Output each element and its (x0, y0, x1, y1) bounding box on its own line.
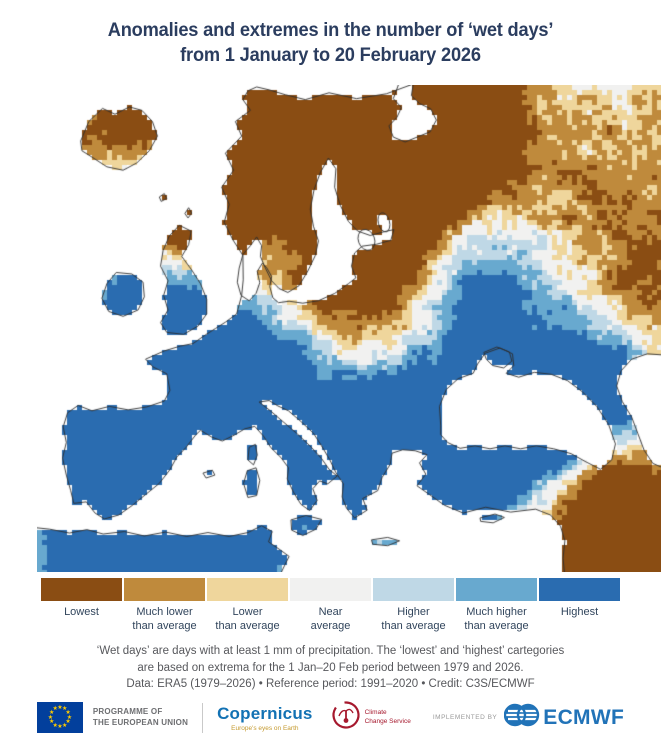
copernicus-tagline: Europe's eyes on Earth (231, 724, 299, 732)
legend-swatch (41, 578, 122, 601)
legend-label: Highest (560, 606, 599, 618)
caption-line-2: are based on extrema for the 1 Jan–20 Fe… (137, 661, 524, 674)
legend-swatch (124, 578, 205, 601)
eu-star-icon: ★ (61, 706, 68, 713)
legend-item-2: Lower than average (207, 578, 288, 634)
eu-star-icon: ★ (48, 709, 55, 716)
legend-item-1: Much lower than average (124, 578, 205, 634)
c3s-thermometer-icon (331, 700, 361, 735)
eu-flag-icon: ★ ★ ★ ★ ★ ★ ★ ★ ★ ★ ★ ★ (36, 702, 83, 733)
legend-label: Higher than average (381, 606, 446, 632)
legend-label: Lowest (64, 606, 99, 618)
legend-label: Much lower than average (132, 606, 197, 632)
legend-swatch (456, 578, 537, 601)
implemented-by-label: IMPLEMENTED BY (432, 714, 498, 721)
title-line-2: from 1 January to 20 February 2026 (180, 45, 481, 67)
wet-days-anomaly-map-canvas (37, 85, 661, 572)
c3s-logo: Climate Change Service (331, 700, 411, 735)
eu-star-icon: ★ (65, 709, 71, 716)
ecmwf-wordmark: ECMWF (543, 705, 625, 729)
legend-swatch (539, 578, 620, 601)
legend-label: Lower than average (215, 606, 280, 632)
legend-item-4: Higher than average (373, 578, 454, 634)
c3s-label-line-2: Change Service (364, 717, 411, 725)
eu-star-icon: ★ (65, 719, 71, 726)
legend-row: Lowest Much lower than average Lower than av… (40, 578, 621, 634)
eu-star-icon: ★ (52, 706, 58, 713)
legend-item-6: Highest (539, 578, 620, 634)
eu-star-icon: ★ (52, 722, 58, 729)
copernicus-logo: Copernicus Europe's eyes on Earth (217, 704, 313, 732)
legend-item-5: Much higher than average (456, 578, 537, 634)
legend-swatch (373, 578, 454, 601)
legend-label: Near average (310, 606, 351, 632)
caption-line-3: Data: ERA5 (1979–2026) • Reference perio… (126, 678, 535, 691)
logo-divider (202, 702, 204, 733)
europe-anomaly-map (37, 85, 661, 572)
title-line-1: Anomalies and extremes in the number of … (107, 20, 554, 41)
legend-swatch (290, 578, 371, 601)
legend-label: Much higher than average (464, 606, 529, 632)
caption-block: ‘Wet days’ are days with at least 1 mm o… (0, 643, 661, 693)
eu-programme-label: PROGRAMME OF THE EUROPEAN UNION (93, 707, 188, 729)
eu-star-icon: ★ (66, 714, 73, 721)
legend-item-0: Lowest (41, 578, 122, 634)
copernicus-wordmark: Copernicus (217, 703, 313, 723)
legend-item-3: Near average (290, 578, 371, 634)
legend-swatch (207, 578, 288, 601)
page-title: Anomalies and extremes in the number of … (13, 18, 648, 68)
eu-star-icon: ★ (48, 719, 55, 726)
c3s-label: Climate Change Service (365, 709, 411, 726)
eu-star-icon: ★ (57, 705, 63, 711)
caption-line-1: ‘Wet days’ are days with at least 1 mm o… (96, 645, 565, 657)
eu-star-icon: ★ (61, 722, 68, 729)
footer-logos: ★ ★ ★ ★ ★ ★ ★ ★ ★ ★ ★ ★ PROGRAMME OF THE EUROPEAN U… (0, 700, 661, 735)
eu-label-line-2: THE EUROPEAN UNION (92, 717, 189, 727)
c3s-label-line-1: Climate (364, 709, 387, 717)
eu-label-line-1: PROGRAMME OF (92, 706, 163, 716)
color-legend: Lowest Much lower than average Lower than av… (40, 578, 621, 634)
eu-star-icon: ★ (57, 724, 63, 730)
eu-star-icon: ★ (47, 714, 54, 721)
ecmwf-globe-icon (504, 703, 540, 732)
ecmwf-logo: ECMWF (504, 703, 624, 732)
